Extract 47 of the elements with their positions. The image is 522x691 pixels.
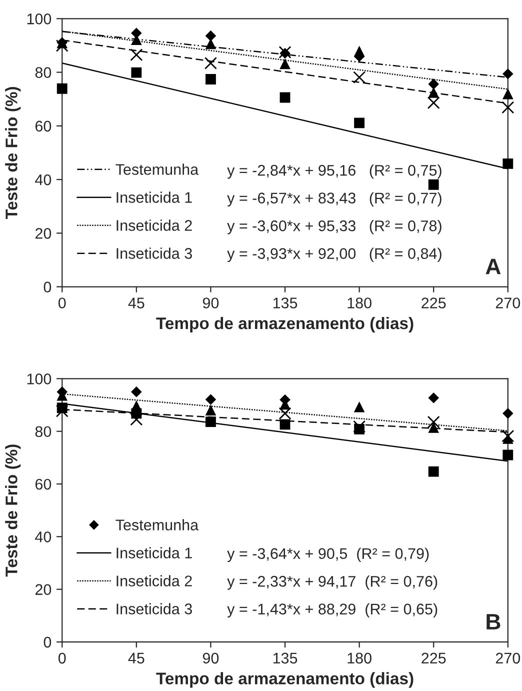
x-tick-label: 45 [128, 652, 144, 664]
legend-label: Inseticida 3 [116, 603, 192, 614]
legend-label: Inseticida 2 [116, 575, 192, 586]
y-tick-label: 80 [35, 426, 52, 438]
x-tick-label: 90 [202, 298, 219, 308]
x-tick-label: 180 [348, 298, 372, 308]
annotation: y = -2,33*x + 94,17 (R² = 0,76) [227, 576, 438, 590]
annotation: y = -3,64*x + 90,5 (R² = 0,79) [227, 548, 429, 562]
annotation: y = -6,57*x + 83,43 (R² = 0,77) [227, 192, 442, 207]
x-tick-label: 135 [273, 652, 298, 664]
y-tick-label: 100 [27, 374, 52, 384]
y-tick-label: 20 [35, 584, 52, 595]
annotation: y = -1,43*x + 88,29 (R² = 0,65) [227, 603, 438, 618]
x-axis-title: Tempo de armazenamento (dias) [156, 672, 414, 688]
legend-label: Testemunha [116, 164, 199, 175]
legend-label: Inseticida 1 [116, 192, 192, 203]
annotation: y = -2,84*x + 95,16 (R² = 0,75) [227, 164, 442, 179]
y-tick-label: 20 [35, 228, 52, 239]
x-tick-label: 225 [422, 298, 446, 308]
y-tick-label: 40 [35, 532, 52, 542]
annotation: y = -3,60*x + 95,33 (R² = 0,78) [227, 220, 442, 234]
legend-label: Inseticida 3 [116, 248, 192, 259]
y-tick-label: 0 [44, 636, 52, 648]
x-tick-label: 135 [273, 298, 298, 308]
y-tick-label: 40 [35, 174, 52, 186]
x-tick-label: 90 [202, 652, 219, 664]
annotation: A [486, 258, 501, 274]
x-tick-label: 0 [58, 652, 66, 664]
y-tick-label: 60 [35, 120, 52, 132]
x-tick-label: 45 [128, 298, 144, 308]
y-tick-label: 0 [44, 282, 52, 292]
legend-label: Testemunha [116, 519, 199, 530]
legend-label: Inseticida 2 [116, 220, 192, 231]
y-tick-label: 60 [35, 478, 52, 490]
y-tick-label: 100 [27, 14, 52, 24]
x-tick-label: 0 [58, 298, 66, 308]
x-tick-label: 225 [422, 652, 446, 664]
annotation: y = -3,93*x + 92,00 (R² = 0,84) [227, 248, 442, 262]
x-tick-label: 180 [348, 652, 372, 664]
y-axis-title: Teste de Frio (%) [5, 444, 21, 577]
legend-label: Inseticida 1 [116, 547, 192, 558]
y-tick-label: 80 [35, 67, 52, 78]
x-tick-label: 270 [496, 298, 520, 308]
x-tick-label: 270 [496, 652, 520, 664]
annotation: B [486, 614, 500, 630]
x-axis-title: Tempo de armazenamento (dias) [156, 316, 414, 333]
y-axis-title: Teste de Frio (%) [5, 87, 21, 220]
